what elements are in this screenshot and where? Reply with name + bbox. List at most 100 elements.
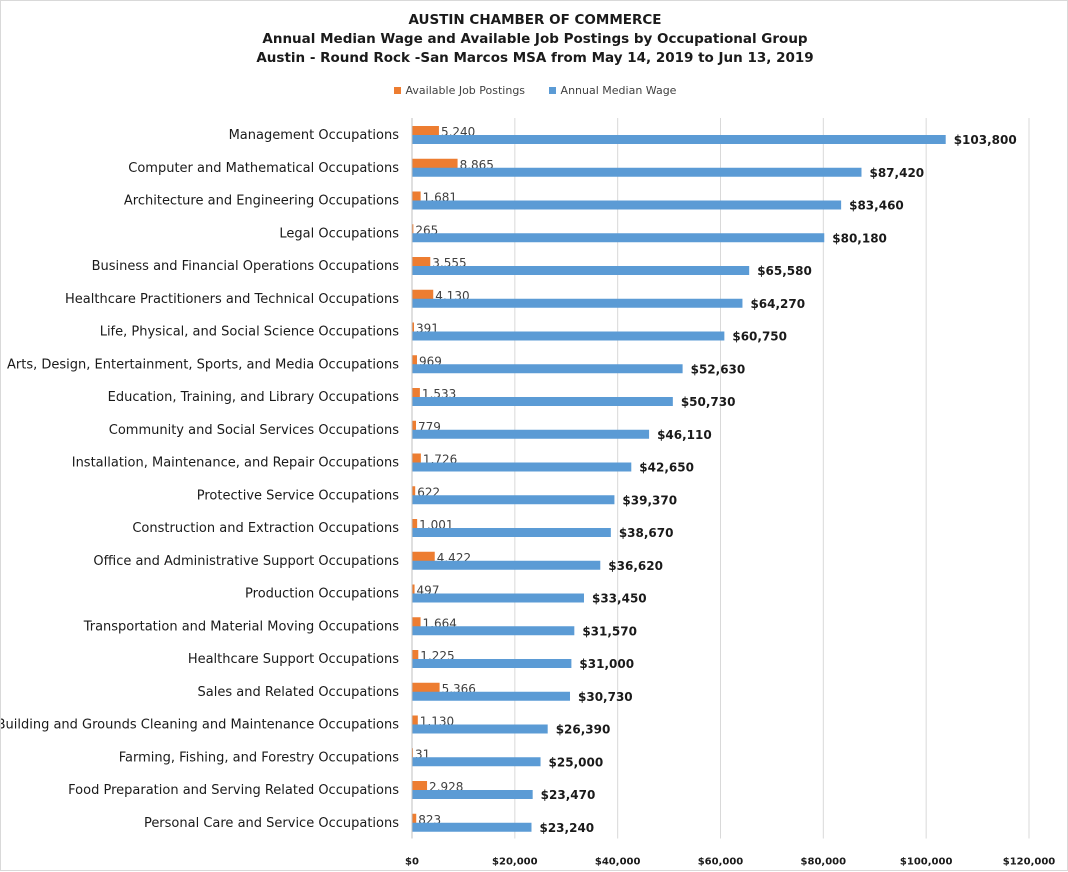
legend-swatch-wage	[548, 87, 556, 94]
legend-item-wage: Annual Median Wage	[548, 84, 677, 97]
bar-median-wage	[412, 135, 946, 144]
bar-job-postings	[412, 617, 421, 628]
x-tick-label: $80,000	[801, 857, 847, 868]
bar-job-postings	[412, 420, 417, 431]
category-label: Education, Training, and Library Occupat…	[108, 390, 400, 405]
bar-median-wage	[412, 593, 584, 603]
data-label-median-wage: $42,650	[639, 461, 694, 475]
data-label-median-wage: $25,000	[549, 755, 604, 769]
category-label: Building and Grounds Cleaning and Mainte…	[1, 718, 399, 733]
data-label-median-wage: $80,180	[832, 231, 887, 245]
category-label: Business and Financial Operations Occupa…	[92, 259, 400, 274]
bar-median-wage	[412, 200, 842, 210]
bar-job-postings	[412, 584, 415, 595]
data-label-median-wage: $60,750	[732, 330, 787, 344]
bar-median-wage	[412, 331, 725, 341]
data-label-median-wage: $33,450	[592, 592, 647, 606]
category-label: Architecture and Engineering Occupations	[124, 194, 399, 209]
bar-job-postings	[412, 519, 418, 529]
category-label: Legal Occupations	[279, 226, 399, 241]
x-tick-label: $20,000	[492, 857, 538, 868]
data-label-median-wage: $30,730	[578, 690, 633, 704]
data-label-median-wage: $39,370	[622, 493, 677, 507]
legend-swatch-postings	[393, 87, 401, 94]
category-label: Life, Physical, and Social Science Occup…	[100, 325, 400, 340]
bar-median-wage	[412, 626, 575, 636]
category-label: Community and Social Services Occupation…	[109, 423, 399, 438]
category-label: Food Preparation and Serving Related Occ…	[68, 783, 399, 798]
bar-median-wage	[412, 364, 683, 374]
data-label-median-wage: $103,800	[954, 133, 1017, 147]
data-label-median-wage: $38,670	[619, 526, 674, 540]
category-label: Office and Administrative Support Occupa…	[93, 554, 399, 569]
chart-title: AUSTIN CHAMBER OF COMMERCE Annual Median…	[1, 11, 1068, 68]
data-label-median-wage: $52,630	[691, 362, 746, 376]
bar-median-wage	[412, 266, 750, 275]
category-label: Farming, Fishing, and Forestry Occupatio…	[119, 750, 399, 765]
legend-label-postings: Available Job Postings	[405, 84, 526, 97]
bar-job-postings	[412, 682, 440, 693]
bar-median-wage	[412, 659, 572, 668]
bar-median-wage	[412, 167, 862, 177]
category-label: Management Occupations	[229, 128, 400, 143]
category-label: Healthcare Support Occupations	[188, 652, 399, 667]
data-label-median-wage: $64,270	[750, 297, 805, 311]
category-label: Construction and Extraction Occupations	[132, 521, 399, 536]
bar-median-wage	[412, 691, 571, 701]
bar-median-wage	[412, 724, 548, 734]
bar-job-postings	[412, 355, 417, 366]
x-tick-label: $100,000	[900, 857, 953, 868]
data-label-median-wage: $87,420	[869, 166, 924, 180]
bar-job-postings	[412, 224, 414, 235]
bar-median-wage	[412, 429, 650, 439]
category-label: Production Occupations	[245, 587, 399, 602]
bar-job-postings	[412, 126, 439, 136]
bar-median-wage	[412, 757, 541, 767]
bar-median-wage	[412, 560, 601, 570]
data-label-median-wage: $83,460	[849, 199, 904, 213]
category-label: Protective Service Occupations	[197, 488, 399, 503]
bar-median-wage	[412, 233, 825, 243]
bar-job-postings	[412, 813, 417, 824]
data-label-median-wage: $26,390	[556, 723, 611, 737]
bar-job-postings	[412, 715, 418, 726]
bar-job-postings	[412, 257, 431, 267]
legend-label-wage: Annual Median Wage	[560, 84, 677, 97]
data-label-median-wage: $50,730	[681, 395, 736, 409]
category-label: Computer and Mathematical Occupations	[128, 161, 399, 176]
bar-median-wage	[412, 397, 673, 406]
bar-job-postings	[412, 158, 458, 169]
category-label: Healthcare Practitioners and Technical O…	[65, 292, 399, 307]
title-line-2: Annual Median Wage and Available Job Pos…	[262, 31, 808, 47]
bar-median-wage	[412, 822, 532, 832]
title-line-1: AUSTIN CHAMBER OF COMMERCE	[408, 12, 662, 28]
data-label-median-wage: $46,110	[657, 428, 712, 442]
bar-job-postings	[412, 650, 419, 660]
bar-median-wage	[412, 462, 632, 472]
bar-job-postings	[412, 322, 415, 333]
x-tick-label: $60,000	[698, 857, 744, 868]
legend-item-postings: Available Job Postings	[393, 84, 526, 97]
bar-job-postings	[412, 453, 421, 464]
category-label: Sales and Related Occupations	[198, 685, 400, 700]
data-label-median-wage: $23,240	[539, 821, 594, 835]
x-tick-label: $0	[405, 857, 419, 868]
data-label-median-wage: $31,000	[579, 657, 634, 671]
bar-median-wage	[412, 528, 611, 537]
category-label: Personal Care and Service Occupations	[144, 816, 399, 831]
data-label-median-wage: $36,620	[608, 559, 663, 573]
bar-median-wage	[412, 495, 615, 505]
category-label: Arts, Design, Entertainment, Sports, and…	[7, 357, 399, 372]
x-tick-label: $40,000	[595, 857, 641, 868]
data-label-median-wage: $31,570	[582, 624, 637, 638]
bar-job-postings	[412, 388, 420, 398]
category-label: Installation, Maintenance, and Repair Oc…	[72, 456, 399, 471]
category-label: Transportation and Material Moving Occup…	[83, 619, 400, 634]
bar-job-postings	[412, 486, 416, 497]
legend: Available Job Postings Annual Median Wag…	[1, 84, 1068, 97]
bar-job-postings	[412, 551, 435, 562]
title-line-3: Austin - Round Rock -San Marcos MSA from…	[256, 50, 814, 66]
data-label-median-wage: $65,580	[757, 264, 812, 278]
